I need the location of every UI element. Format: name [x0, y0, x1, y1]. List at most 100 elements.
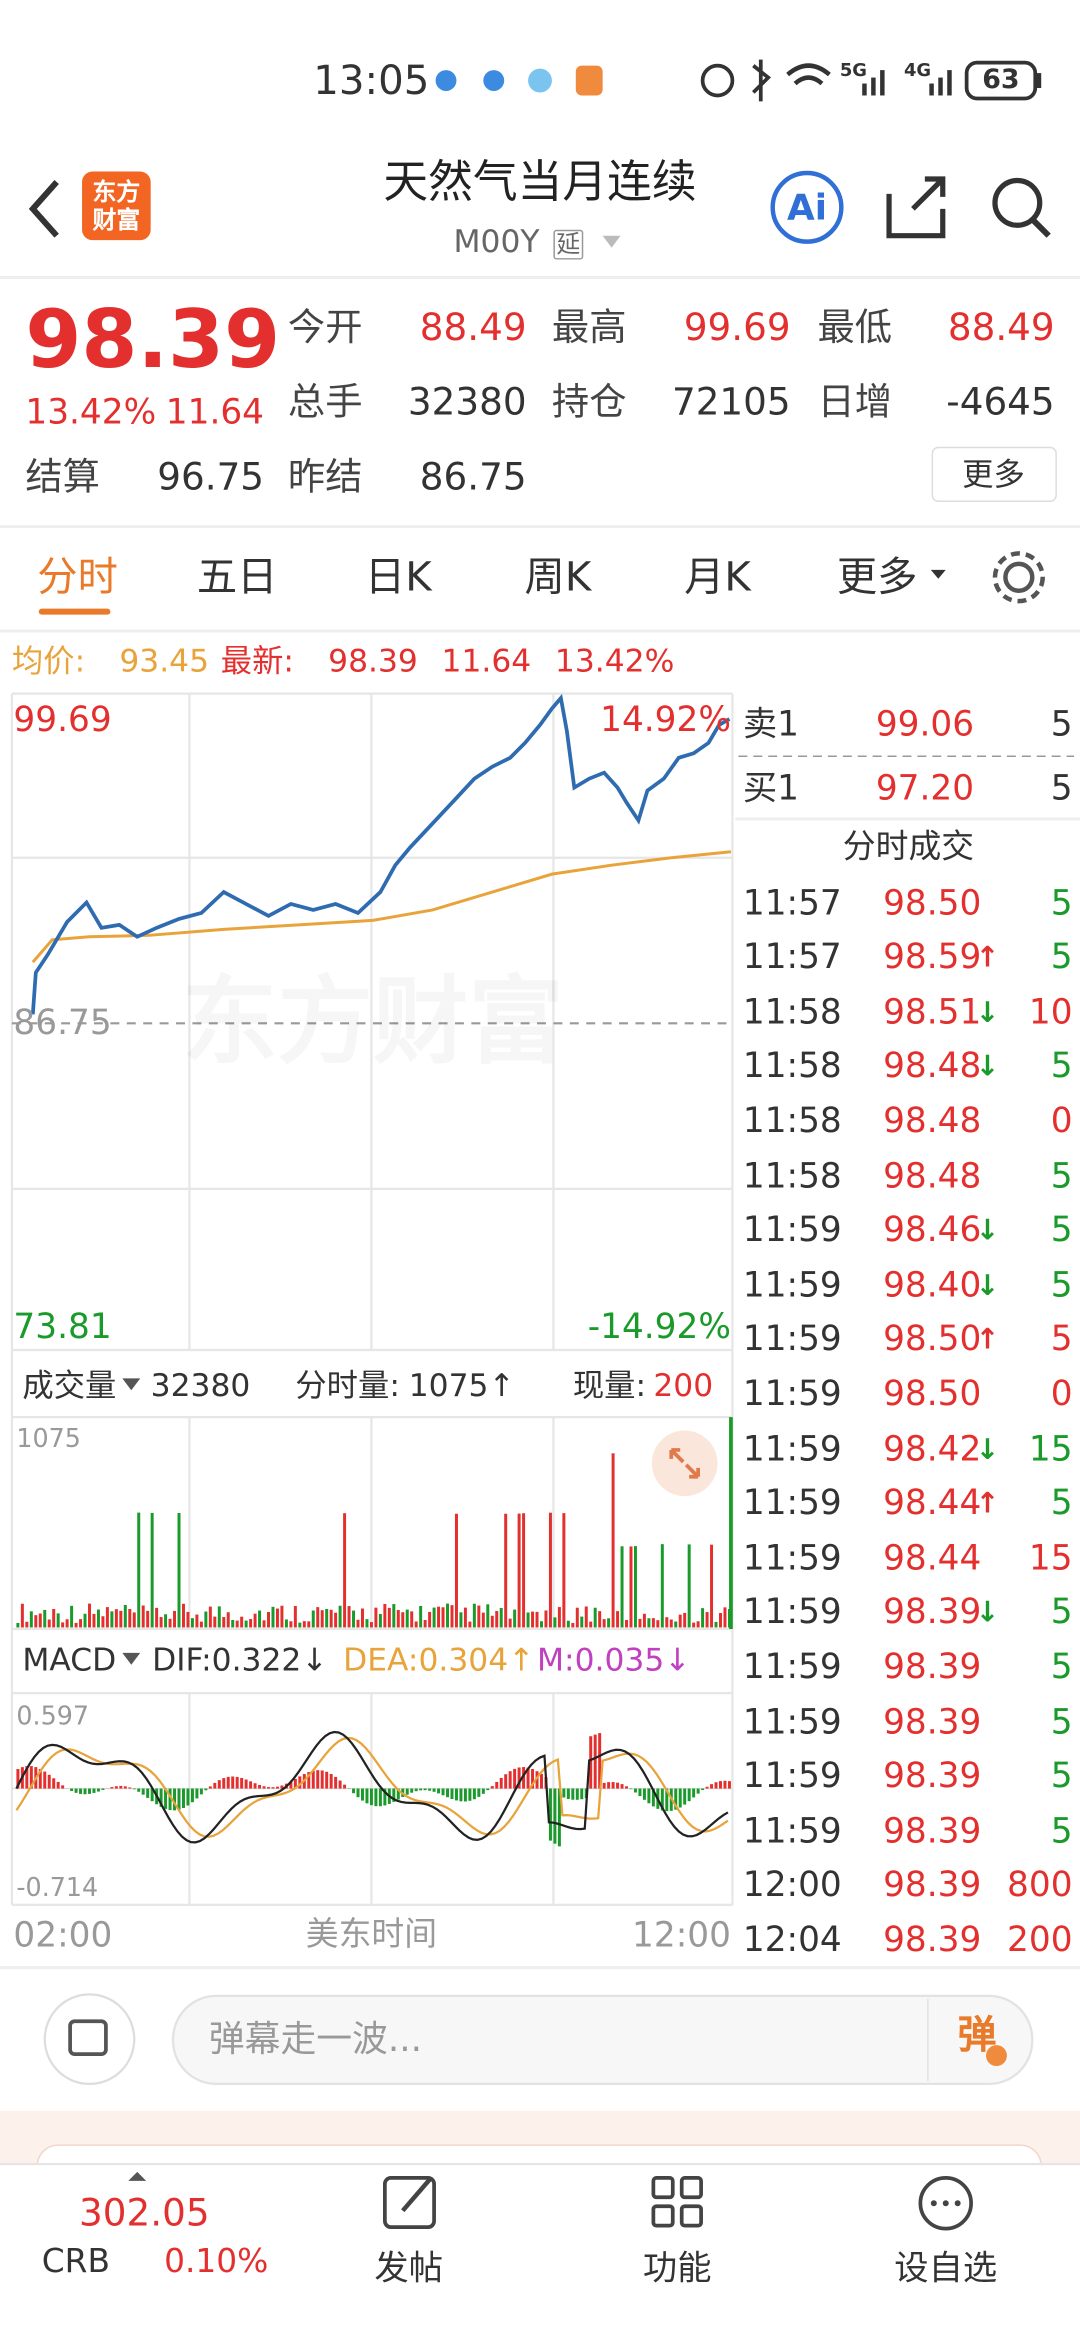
decor [535, 1771, 539, 1789]
decor [571, 1788, 575, 1800]
decor [347, 1606, 351, 1628]
stat-value: 32380 [407, 379, 527, 423]
decor [454, 1513, 458, 1628]
tab[interactable]: 五日 [196, 554, 278, 601]
trade-price: 98.59 [883, 938, 982, 978]
decor [669, 1619, 673, 1628]
y-low-label: 73.81 [13, 1307, 112, 1347]
trade-price: 98.39 [883, 1921, 982, 1960]
decor [526, 1612, 530, 1628]
decor [710, 1784, 714, 1789]
decor [369, 1788, 373, 1806]
trade-volume: 5 [1050, 1211, 1073, 1251]
trade-price: 98.40 [883, 1265, 982, 1305]
macd-selector[interactable]: MACD [22, 1641, 117, 1678]
tab[interactable]: 更多 [836, 554, 918, 601]
trade-volume: 5 [1050, 1265, 1073, 1305]
comment-input[interactable]: 弹幕走一波... [208, 2018, 422, 2061]
trade-arrow: ↓ [975, 1050, 1000, 1084]
tab[interactable]: 分时 [37, 554, 118, 601]
decor [329, 1609, 333, 1628]
decor [83, 1788, 87, 1795]
decor [38, 1768, 42, 1789]
avg-bar-latest: 98.39 [328, 642, 418, 678]
decor [34, 1615, 38, 1628]
more-button[interactable]: 更多 [962, 455, 1025, 492]
trades-title: 分时成交 [842, 829, 975, 867]
trade-volume: 0 [1050, 1102, 1073, 1141]
tab[interactable]: 日K [364, 554, 432, 601]
nav-item[interactable]: 发帖 [374, 2248, 444, 2288]
decor [539, 1773, 543, 1789]
decor [531, 1769, 535, 1789]
trade-volume: 15 [1028, 1429, 1073, 1469]
decor [334, 1612, 338, 1628]
decor [526, 1767, 530, 1789]
macd-m: M:0.035↓ [537, 1641, 691, 1678]
decor [119, 1610, 123, 1628]
decor [195, 1788, 199, 1799]
trade-price: 98.39 [883, 1757, 982, 1797]
decor [548, 1788, 552, 1841]
danmaku-button[interactable]: 弹 [957, 2013, 997, 2059]
decor [329, 1773, 333, 1789]
decor [226, 1612, 230, 1628]
decor [343, 1784, 347, 1789]
decor [190, 1618, 194, 1628]
trade-price: 98.51 [883, 993, 982, 1032]
contract-code: M00Y [453, 223, 540, 259]
stat-label: 昨结 [287, 454, 363, 498]
decor [522, 1513, 526, 1628]
decor [410, 1611, 414, 1628]
decor [325, 1771, 329, 1789]
decor [656, 1620, 660, 1628]
tab[interactable]: 周K [524, 554, 592, 601]
decor [132, 1612, 136, 1628]
time-start: 02:00 [13, 1916, 113, 1955]
decor [56, 1613, 60, 1628]
nav-item[interactable]: 功能 [642, 2248, 712, 2288]
decor [105, 1607, 109, 1628]
decor [110, 1611, 114, 1628]
decor [204, 1788, 208, 1791]
decor [280, 1605, 284, 1628]
y-high-pct: 14.92% [600, 700, 731, 740]
decor [629, 1788, 633, 1790]
decor [289, 1781, 293, 1789]
decor [446, 1603, 450, 1628]
change: 11.64 [165, 393, 265, 432]
decor [334, 1776, 338, 1789]
decor [548, 1512, 552, 1628]
stat-value: -4645 [946, 379, 1055, 423]
decor [208, 1786, 212, 1789]
ai-button[interactable]: Ai [787, 186, 828, 229]
trade-volume: 5 [1050, 1156, 1073, 1196]
decor [284, 1619, 288, 1628]
decor [727, 1781, 731, 1789]
decor [571, 1622, 575, 1628]
nav-item[interactable]: 设自选 [894, 2248, 998, 2288]
decor [360, 1788, 364, 1801]
trade-volume: 5 [1050, 1593, 1073, 1633]
decor [173, 1788, 177, 1811]
tab[interactable]: 月K [684, 554, 751, 601]
stat-label: 持仓 [551, 379, 627, 423]
decor [249, 1781, 253, 1789]
decor [302, 1621, 306, 1628]
y-high-label: 99.69 [13, 700, 112, 740]
decor [168, 1618, 172, 1628]
volume-selector[interactable]: 成交量 [22, 1367, 117, 1403]
stat-value: 99.69 [683, 305, 791, 349]
decor [674, 1788, 678, 1810]
decor [52, 1778, 56, 1789]
trade-time: 11:59 [742, 1593, 842, 1633]
decor [678, 1788, 682, 1808]
trade-volume: 5 [1050, 938, 1073, 978]
decor [267, 1787, 270, 1789]
decor [625, 1786, 629, 1789]
decor [638, 1618, 642, 1628]
decor [495, 1781, 499, 1789]
decor [320, 1610, 324, 1628]
decor [616, 1782, 620, 1789]
decor [468, 1621, 472, 1628]
